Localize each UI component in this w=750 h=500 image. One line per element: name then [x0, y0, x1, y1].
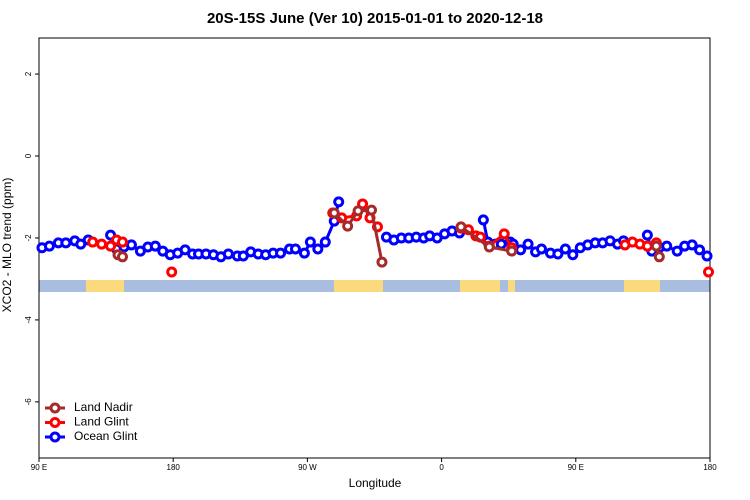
- data-point: [559, 243, 571, 255]
- data-point: [125, 239, 137, 251]
- data-point: [105, 240, 117, 252]
- legend-label: Land Glint: [74, 415, 129, 429]
- data-point: [686, 239, 698, 251]
- x-tick-label: 180: [703, 463, 717, 472]
- data-point: [661, 240, 673, 252]
- data-point: [641, 229, 653, 241]
- data-point: [342, 220, 354, 232]
- data-point: [455, 221, 467, 233]
- data-point: [701, 250, 713, 262]
- data-point: [87, 236, 99, 248]
- data-point: [366, 204, 378, 216]
- data-point: [117, 251, 129, 263]
- data-point: [319, 236, 331, 248]
- data-point: [60, 237, 72, 249]
- data-point: [43, 240, 55, 252]
- land-strip: [334, 280, 383, 292]
- legend-swatch-point: [49, 402, 61, 414]
- y-tick-label: -4: [24, 316, 33, 324]
- legend-label: Land Nadir: [74, 400, 133, 414]
- data-point: [536, 243, 548, 255]
- data-point: [483, 241, 495, 253]
- legend-swatch-point: [49, 431, 61, 443]
- land-mask-strip: [39, 280, 710, 292]
- data-point: [304, 236, 316, 248]
- land-strip: [86, 280, 124, 292]
- legend-label: Ocean Glint: [74, 429, 138, 443]
- x-tick-label: 0: [439, 463, 444, 472]
- y-tick-label: -2: [24, 234, 33, 242]
- x-tick-label: 90 W: [298, 463, 317, 472]
- y-tick-label: -6: [24, 398, 33, 406]
- data-point: [703, 266, 715, 278]
- data-point: [289, 243, 301, 255]
- data-point: [641, 240, 653, 252]
- data-point: [671, 245, 683, 257]
- data-point: [312, 243, 324, 255]
- data-point: [506, 245, 518, 257]
- data-point: [328, 207, 340, 219]
- y-tick-label: 2: [24, 71, 33, 76]
- data-point: [333, 196, 345, 208]
- data-point: [376, 256, 388, 268]
- data-point: [96, 238, 108, 250]
- data-point: [166, 266, 178, 278]
- x-axis-label: Longitude: [349, 476, 402, 490]
- data-point: [298, 247, 310, 259]
- y-tick-label: 0: [24, 153, 33, 158]
- data-point: [498, 228, 510, 240]
- data-point: [522, 238, 534, 250]
- data-point: [352, 205, 364, 217]
- data-point: [567, 249, 579, 261]
- data-point: [222, 248, 234, 260]
- data-point: [477, 214, 489, 226]
- data-point: [275, 247, 287, 259]
- data-point: [495, 238, 507, 250]
- data-point: [694, 244, 706, 256]
- chart-title: 20S-15S June (Ver 10) 2015-01-01 to 2020…: [207, 10, 543, 27]
- data-point: [653, 251, 665, 263]
- data-point: [117, 236, 129, 248]
- x-tick-label: 180: [167, 463, 181, 472]
- data-point: [149, 240, 161, 252]
- land-strip: [460, 280, 500, 292]
- data-point: [650, 240, 662, 252]
- land-strip: [508, 280, 515, 292]
- land-strip: [624, 280, 660, 292]
- y-axis-label: XCO2 - MLO trend (ppm): [0, 178, 14, 313]
- data-point: [515, 244, 527, 256]
- x-tick-label: 90 E: [568, 463, 584, 472]
- data-point: [552, 248, 564, 260]
- x-tick-label: 90 E: [31, 463, 47, 472]
- legend-swatch-point: [49, 417, 61, 428]
